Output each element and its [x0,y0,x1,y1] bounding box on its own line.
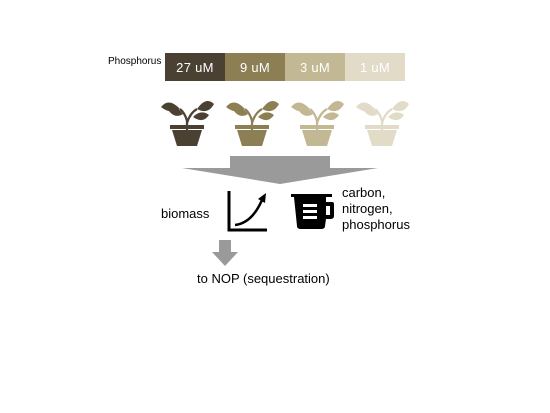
potted-plant-icon [157,95,217,147]
down-arrow-icon [182,156,378,184]
growth-curve-icon [226,188,270,234]
concentration-3um: 3 uM [285,53,345,81]
sink-label: to NOP (sequestration) [197,271,330,286]
element-phosphorus: phosphorus [342,217,410,232]
element-carbon: carbon, [342,185,386,200]
concentration-27um: 27 uM [165,53,225,81]
potted-plant-icon [287,95,347,147]
element-nitrogen: nitrogen, [342,201,393,216]
phosphorus-label: Phosphorus [108,56,162,67]
concentration-1um: 1 uM [345,53,405,81]
potted-plant-icon [222,95,282,147]
biomass-label: biomass [161,206,210,221]
elements-label: carbon, nitrogen, phosphorus [342,185,410,233]
concentration-9um: 9 uM [225,53,285,81]
small-down-arrow-icon [212,240,238,266]
measuring-cup-icon [290,192,334,230]
potted-plant-icon [352,95,412,147]
